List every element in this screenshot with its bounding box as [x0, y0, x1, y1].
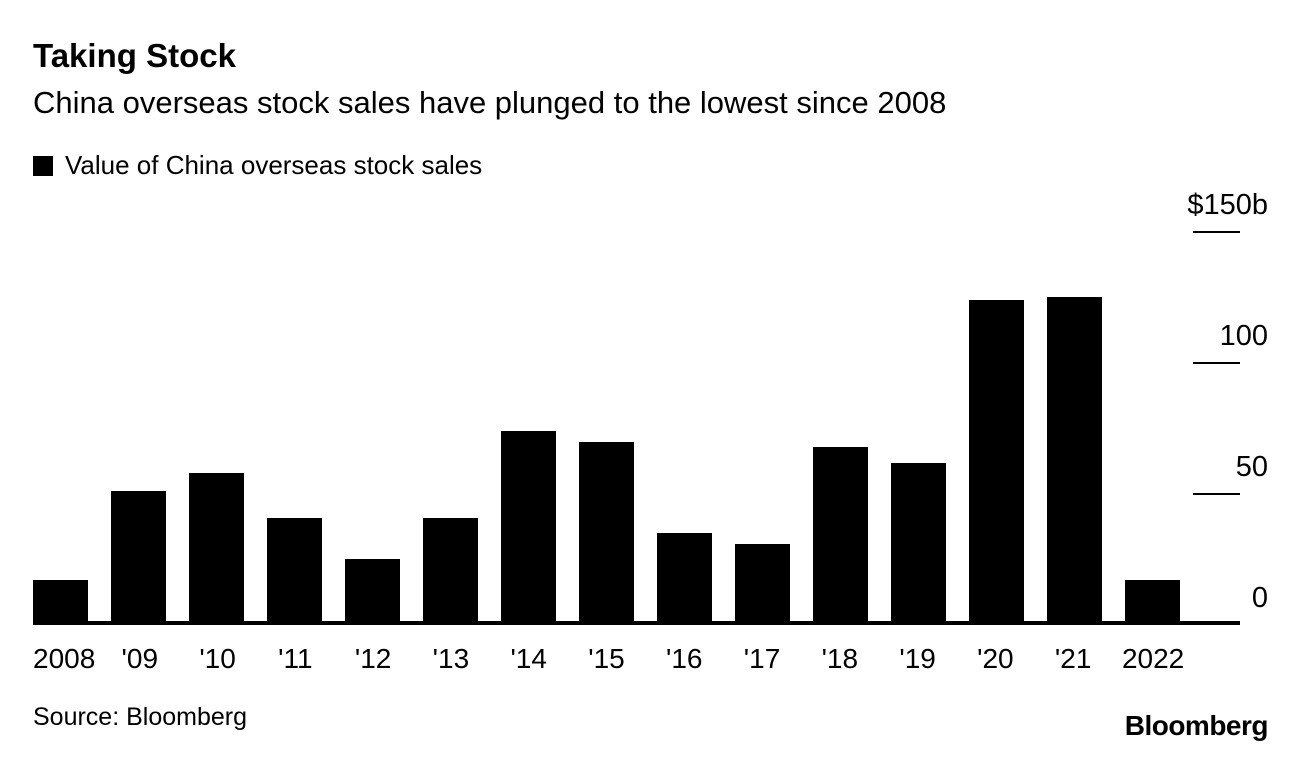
bar-2008 [33, 580, 88, 625]
x-axis-label: '15 [588, 643, 625, 674]
x-axis-labels: 2008 '09 '10 '11 '12 '13 '14 '15 '16 '17 '18 '19 '20… [33, 643, 1185, 675]
x-axis-label: '14 [510, 643, 547, 674]
x-axis-label: '11 [278, 643, 313, 674]
bar-18 [813, 447, 868, 625]
source-note: Source: Bloomberg [33, 703, 248, 731]
x-axis-label: '09 [121, 643, 159, 674]
x-axis-label: '20 [977, 643, 1014, 674]
bar-17 [735, 544, 790, 625]
x-axis-label: '13 [432, 643, 470, 674]
bar-13 [423, 518, 478, 625]
bar-20 [969, 300, 1024, 625]
legend-label: Value of China overseas stock sales [65, 150, 483, 180]
y-axis-tick-label: 100 [1219, 319, 1268, 352]
bar-16 [657, 533, 712, 625]
bar-14 [501, 431, 556, 625]
x-axis-label: '16 [666, 643, 703, 674]
x-axis-label: '19 [899, 643, 936, 674]
bar-15 [579, 442, 634, 625]
x-axis-label: '21 [1054, 643, 1092, 674]
x-axis-label: 2008 [33, 643, 96, 674]
y-axis-tick-line [1193, 231, 1240, 233]
x-axis-label: '12 [354, 643, 392, 674]
bloomberg-logo: Bloomberg [1124, 710, 1269, 741]
legend-swatch-icon [33, 155, 53, 176]
y-axis-tick-label: $150b [1187, 188, 1268, 221]
bar-19 [891, 463, 946, 625]
bars-container [33, 200, 1180, 625]
plot-area: $150b 100 50 0 2008 '09 '10 '11 '12 '13 '14 '15 '16… [33, 189, 1268, 674]
x-axis-label: '10 [199, 643, 236, 674]
x-axis-label: '18 [821, 643, 859, 674]
bar-12 [345, 559, 400, 625]
x-axis-baseline [33, 621, 1240, 625]
y-axis-tick-label: 50 [1235, 450, 1268, 483]
bar-10 [189, 473, 244, 625]
bar-21 [1047, 297, 1102, 625]
y-axis-tick-line [1193, 362, 1240, 364]
legend: Value of China overseas stock sales [33, 150, 482, 181]
y-axis-tick-label: 0 [1251, 581, 1268, 614]
chart-subtitle: China overseas stock sales have plunged … [33, 85, 947, 120]
y-axis-tick-line [1193, 493, 1240, 495]
bar-09 [111, 491, 166, 625]
bar-11 [267, 518, 322, 625]
x-axis-label: 2022 [1121, 643, 1185, 674]
chart-title: Taking Stock [33, 37, 236, 74]
bar-2022 [1125, 580, 1180, 625]
x-axis-label: '17 [743, 643, 781, 674]
